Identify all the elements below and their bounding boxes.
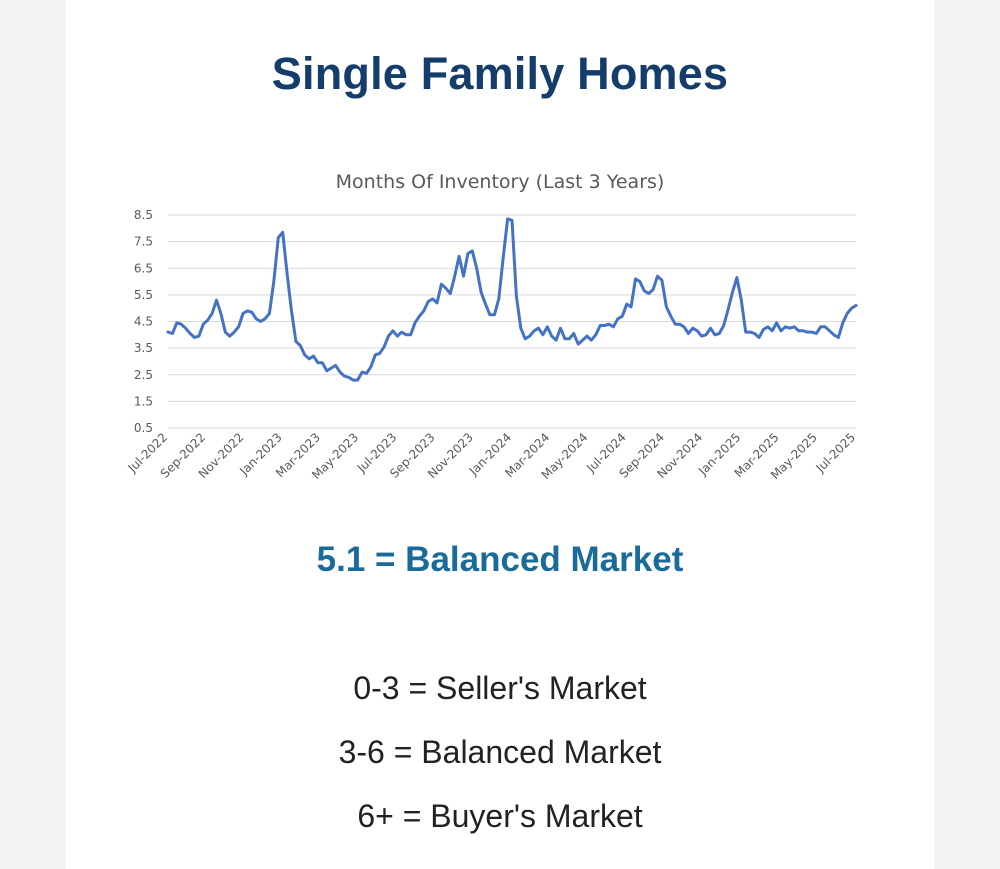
y-tick-label: 0.5 — [134, 421, 153, 435]
x-axis-ticks: Jul-2022Sep-2022Nov-2022Jan-2023Mar-2023… — [125, 430, 859, 482]
scale-balanced-market: 3-6 = Balanced Market — [338, 734, 662, 770]
chart-series — [166, 217, 858, 382]
series-line — [166, 217, 858, 382]
inventory-chart-svg: Months Of Inventory (Last 3 Years) 8.5 7.… — [125, 171, 859, 482]
chart-title: Months Of Inventory (Last 3 Years) — [336, 171, 665, 193]
page-title: Single Family Homes — [271, 48, 729, 99]
y-tick-label: 5.5 — [134, 288, 153, 302]
y-tick-label: 7.5 — [134, 235, 153, 249]
y-tick-label: 4.5 — [134, 315, 153, 329]
content-card — [66, 0, 934, 869]
y-tick-label: 3.5 — [134, 341, 153, 355]
scale-buyers-market: 6+ = Buyer's Market — [357, 798, 643, 834]
chart-gridlines — [168, 214, 856, 429]
scale-sellers-market: 0-3 = Seller's Market — [353, 670, 647, 706]
y-tick-label: 8.5 — [134, 208, 153, 222]
x-tick-label: Jul-2025 — [813, 430, 859, 476]
y-tick-label: 2.5 — [134, 368, 153, 382]
inventory-chart: Months Of Inventory (Last 3 Years) 8.5 7.… — [125, 171, 859, 482]
y-tick-label: 1.5 — [134, 394, 153, 408]
y-tick-label: 6.5 — [134, 261, 153, 275]
y-axis-ticks: 8.5 7.5 6.5 5.5 4.5 3.5 2.5 1.5 0.5 — [134, 208, 153, 435]
market-summary: 5.1 = Balanced Market — [316, 540, 684, 579]
